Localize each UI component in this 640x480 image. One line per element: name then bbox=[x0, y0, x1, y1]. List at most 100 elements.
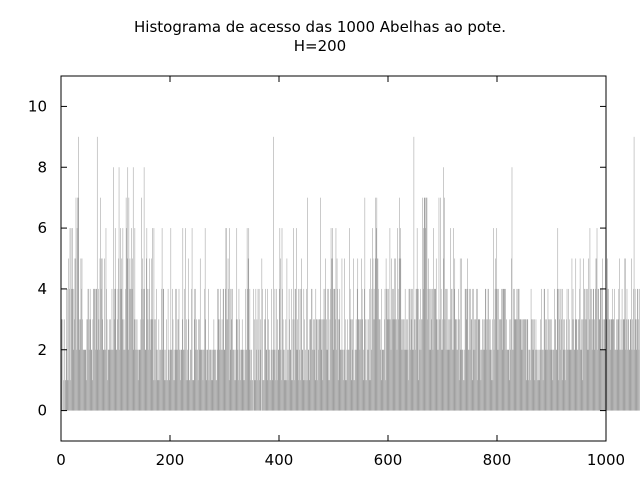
histogram-bar bbox=[590, 288, 591, 411]
histogram-bar bbox=[555, 319, 556, 411]
histogram-bar bbox=[328, 380, 330, 411]
histogram-bar bbox=[544, 288, 545, 411]
histogram-bar bbox=[137, 380, 139, 411]
histogram-bar bbox=[548, 349, 550, 411]
histogram-bar bbox=[534, 319, 535, 411]
histogram-bar bbox=[93, 288, 95, 411]
histogram-bar bbox=[69, 288, 70, 411]
histogram-bar bbox=[313, 319, 314, 411]
histogram-bar bbox=[510, 349, 511, 411]
histogram-bar bbox=[398, 319, 399, 411]
histogram-bar bbox=[299, 349, 300, 411]
histogram-bar bbox=[283, 349, 285, 411]
histogram-bar bbox=[367, 349, 368, 411]
histogram-bar bbox=[379, 319, 380, 411]
histogram-bar bbox=[496, 228, 498, 411]
histogram-bar bbox=[391, 258, 392, 411]
histogram-bar bbox=[471, 319, 472, 411]
histogram-bar bbox=[189, 380, 190, 411]
histogram-bar bbox=[209, 349, 210, 411]
histogram-bar bbox=[634, 349, 635, 411]
histogram-bar bbox=[625, 258, 626, 411]
histogram-bar bbox=[200, 349, 202, 411]
histogram-bar bbox=[553, 349, 554, 411]
histogram-bar bbox=[252, 380, 253, 411]
histogram-bar bbox=[281, 380, 282, 411]
histogram-bar bbox=[386, 288, 388, 411]
histogram-bar bbox=[380, 380, 382, 411]
histogram-bar bbox=[93, 288, 94, 411]
histogram-bar bbox=[626, 288, 628, 411]
histogram-bar bbox=[205, 319, 206, 411]
histogram-bar bbox=[216, 349, 218, 411]
histogram-bar bbox=[267, 288, 268, 411]
histogram-bar bbox=[493, 228, 494, 411]
histogram-bar bbox=[597, 349, 598, 411]
histogram-bar bbox=[223, 288, 224, 411]
histogram-bar bbox=[499, 319, 501, 411]
histogram-bar bbox=[180, 380, 181, 411]
histogram-bar bbox=[69, 228, 71, 411]
histogram-bar bbox=[526, 380, 527, 411]
histogram-bar bbox=[186, 319, 187, 411]
histogram-bar bbox=[310, 319, 311, 411]
histogram-bar bbox=[71, 288, 73, 411]
histogram-bar bbox=[505, 349, 507, 411]
histogram-bar bbox=[240, 380, 241, 411]
histogram-bar bbox=[180, 349, 182, 411]
histogram-bar bbox=[453, 288, 455, 411]
histogram-bar bbox=[225, 228, 227, 411]
histogram-bar bbox=[267, 380, 269, 411]
histogram-bar bbox=[204, 288, 205, 411]
histogram-bar bbox=[358, 319, 359, 411]
histogram-bar bbox=[351, 380, 353, 411]
histogram-bar bbox=[226, 319, 228, 411]
histogram-bar bbox=[162, 288, 164, 411]
histogram-bar bbox=[92, 319, 94, 411]
histogram-bar bbox=[306, 380, 308, 411]
histogram-bar bbox=[140, 349, 141, 411]
histogram-bar bbox=[627, 349, 628, 411]
histogram-bar bbox=[185, 228, 186, 411]
histogram-bar bbox=[349, 288, 351, 411]
histogram-bar bbox=[367, 349, 369, 411]
histogram-bar bbox=[326, 319, 327, 411]
histogram-bar bbox=[390, 319, 391, 411]
histogram-bar bbox=[220, 349, 222, 411]
histogram-bar bbox=[157, 349, 159, 411]
histogram-bar bbox=[517, 288, 519, 411]
histogram-bar bbox=[510, 319, 512, 411]
histogram-bar bbox=[123, 319, 125, 411]
histogram-bar bbox=[542, 349, 543, 411]
histogram-bar bbox=[494, 288, 496, 411]
histogram-bar bbox=[113, 319, 115, 411]
histogram-bar bbox=[593, 288, 595, 411]
histogram-bar bbox=[290, 288, 292, 411]
histogram-bar bbox=[532, 319, 533, 411]
histogram-bar bbox=[72, 349, 74, 411]
histogram-bar bbox=[250, 349, 252, 411]
histogram-bar bbox=[160, 349, 162, 411]
histogram-bar bbox=[90, 349, 92, 411]
histogram-bar bbox=[423, 197, 425, 411]
histogram-bar bbox=[300, 288, 302, 411]
histogram-bar bbox=[577, 349, 578, 411]
histogram-bar bbox=[196, 349, 198, 411]
histogram-bar bbox=[290, 349, 291, 411]
histogram-bar bbox=[546, 319, 547, 411]
histogram-bar bbox=[434, 288, 435, 411]
histogram-bar bbox=[229, 288, 231, 411]
histogram-bar bbox=[108, 349, 109, 411]
histogram-bar bbox=[513, 319, 515, 411]
histogram-bar bbox=[254, 319, 256, 411]
histogram-bar bbox=[597, 288, 599, 411]
histogram-bar bbox=[149, 258, 150, 411]
histogram-bar bbox=[286, 380, 287, 411]
histogram-bar bbox=[360, 319, 361, 411]
histogram-bar bbox=[227, 258, 229, 411]
histogram-bar bbox=[485, 288, 487, 411]
histogram-bar bbox=[485, 288, 486, 411]
histogram-bar bbox=[319, 319, 321, 411]
histogram-bar bbox=[211, 349, 213, 411]
